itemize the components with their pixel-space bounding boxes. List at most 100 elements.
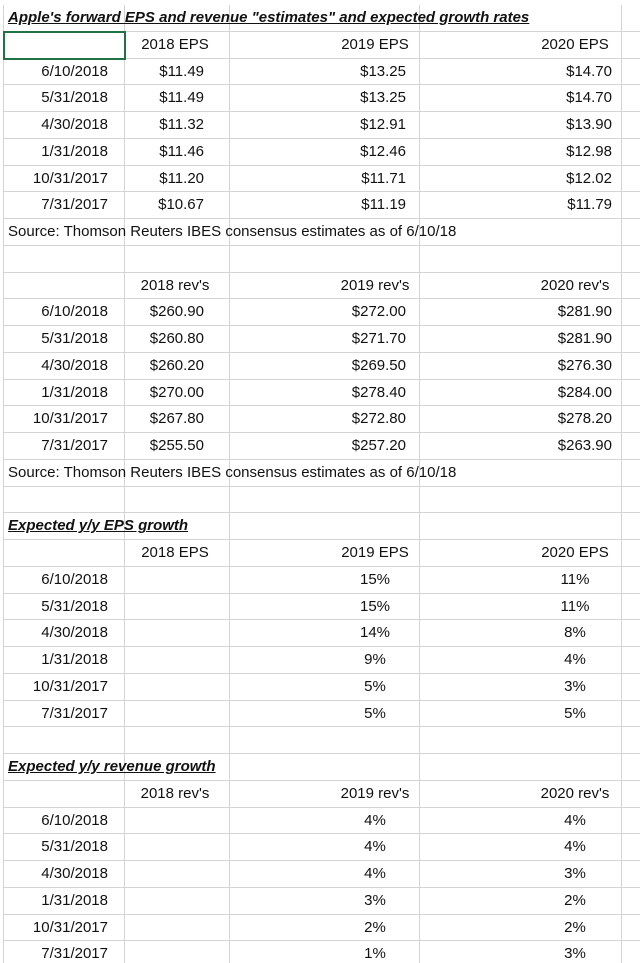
grid-cell[interactable] [125,807,230,835]
grid-cell[interactable] [420,754,622,781]
grid-cell[interactable] [125,192,230,219]
grid-cell[interactable] [230,486,420,514]
grid-cell[interactable] [622,59,640,86]
grid-cell[interactable] [125,780,230,808]
grid-cell[interactable] [125,486,230,514]
grid-cell[interactable] [125,914,230,942]
grid-cell[interactable] [622,192,640,219]
grid-cell[interactable] [3,754,125,781]
grid-cell[interactable] [230,593,420,621]
grid-cell[interactable] [3,138,125,166]
grid-cell[interactable] [3,887,125,915]
grid-cell[interactable] [230,620,420,647]
grid-cell[interactable] [420,326,622,353]
grid-cell[interactable] [622,647,640,674]
grid-cell[interactable] [420,31,622,59]
grid-cell[interactable] [420,566,622,594]
grid-cell[interactable] [125,165,230,193]
grid-cell[interactable] [622,567,640,594]
grid-cell[interactable] [3,272,125,300]
grid-cell[interactable] [622,433,640,460]
grid-cell[interactable] [125,834,230,861]
grid-cell[interactable] [622,620,640,647]
grid-cell[interactable] [125,620,230,647]
grid-cell[interactable] [230,219,420,246]
grid-cell[interactable] [230,754,420,781]
grid-cell[interactable] [622,139,640,166]
grid-cell[interactable] [230,834,420,861]
grid-cell[interactable] [622,460,640,487]
grid-cell[interactable] [3,914,125,942]
grid-cell[interactable] [3,941,125,963]
grid-cell[interactable] [125,112,230,139]
grid-cell[interactable] [622,299,640,326]
grid-cell[interactable] [125,887,230,915]
grid-cell[interactable] [420,887,622,915]
grid-cell[interactable] [420,58,622,86]
grid-cell[interactable] [420,647,622,674]
grid-cell[interactable] [622,513,640,540]
grid-cell[interactable] [230,647,420,674]
grid-cell[interactable] [230,192,420,219]
grid-cell[interactable] [3,459,125,487]
grid-cell[interactable] [125,566,230,594]
grid-cell[interactable] [230,807,420,835]
grid-cell[interactable] [125,58,230,86]
grid-cell[interactable] [230,780,420,808]
grid-cell[interactable] [622,406,640,433]
grid-cell[interactable] [125,673,230,701]
grid-cell[interactable] [3,58,125,86]
grid-cell[interactable] [3,540,125,567]
grid-cell[interactable] [3,299,125,326]
grid-cell[interactable] [420,5,622,32]
grid-cell[interactable] [230,700,420,728]
grid-cell[interactable] [230,914,420,942]
grid-cell[interactable] [3,486,125,514]
grid-cell[interactable] [125,219,230,246]
grid-cell[interactable] [230,5,420,32]
grid-cell[interactable] [420,861,622,888]
grid-cell[interactable] [622,5,640,32]
grid-cell[interactable] [420,85,622,112]
grid-cell[interactable] [622,166,640,193]
grid-cell[interactable] [420,727,622,754]
grid-cell[interactable] [125,299,230,326]
grid-cell[interactable] [420,138,622,166]
grid-cell[interactable] [3,647,125,674]
grid-cell[interactable] [230,138,420,166]
grid-cell[interactable] [3,700,125,728]
grid-cell[interactable] [3,620,125,647]
grid-cell[interactable] [420,459,622,487]
grid-cell[interactable] [125,406,230,433]
grid-cell[interactable] [622,380,640,407]
grid-cell[interactable] [125,138,230,166]
grid-cell[interactable] [125,647,230,674]
grid-cell[interactable] [622,754,640,781]
grid-cell[interactable] [125,754,230,781]
grid-cell[interactable] [420,433,622,460]
grid-cell[interactable] [230,459,420,487]
grid-cell[interactable] [3,834,125,861]
grid-cell[interactable] [622,594,640,621]
grid-cell[interactable] [3,85,125,112]
grid-cell[interactable] [125,700,230,728]
grid-cell[interactable] [622,941,640,963]
grid-cell[interactable] [230,566,420,594]
grid-cell[interactable] [420,379,622,407]
grid-cell[interactable] [622,781,640,808]
grid-cell[interactable] [3,192,125,219]
grid-cell[interactable] [230,887,420,915]
grid-cell[interactable] [622,834,640,861]
grid-cell[interactable] [622,353,640,380]
grid-cell[interactable] [230,112,420,139]
grid-cell[interactable] [230,299,420,326]
grid-cell[interactable] [230,433,420,460]
grid-cell[interactable] [230,245,420,273]
grid-cell[interactable] [420,593,622,621]
grid-cell[interactable] [3,352,125,380]
grid-cell[interactable] [3,593,125,621]
grid-cell[interactable] [230,31,420,59]
grid-cell[interactable] [420,620,622,647]
grid-cell[interactable] [3,780,125,808]
grid-cell[interactable] [420,165,622,193]
